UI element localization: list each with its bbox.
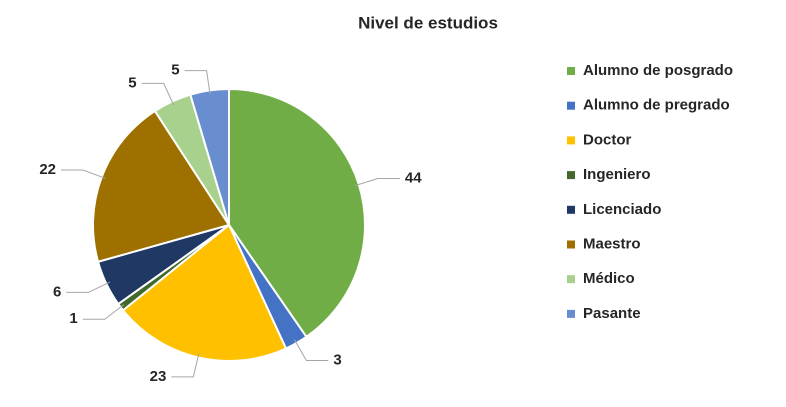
legend-swatch [567,309,575,318]
legend-label: Maestro [583,235,641,252]
legend-label: Médico [583,270,635,287]
legend-swatch [567,275,575,284]
leader-line [141,82,175,106]
chart-title: Nivel de estudios [358,13,498,32]
legend-swatch [567,101,575,110]
data-label: 44 [405,169,422,186]
legend-swatch [567,171,575,180]
data-label: 5 [128,74,136,91]
data-label: 6 [53,283,61,300]
data-label: 3 [333,351,341,368]
leader-line [354,178,400,187]
legend-label: Alumno de posgrado [583,62,733,79]
leader-line [294,339,329,361]
leader-line [61,169,106,179]
legend-swatch [567,136,575,145]
legend-label: Licenciado [583,201,661,218]
data-label: 1 [69,310,77,327]
leader-line [171,353,200,378]
leader-line [184,70,211,95]
legend-label: Ingeniero [583,166,651,183]
legend-label: Pasante [583,305,641,322]
leader-line [66,281,111,293]
legend-swatch [567,67,575,75]
legend-swatch [567,240,575,249]
legend-swatch [567,205,575,214]
data-label: 22 [39,161,56,178]
leader-line [82,304,125,320]
legend-label: Alumno de pregrado [583,97,730,114]
legend-label: Doctor [583,131,631,148]
data-label: 23 [150,368,167,385]
data-label: 5 [171,62,179,79]
